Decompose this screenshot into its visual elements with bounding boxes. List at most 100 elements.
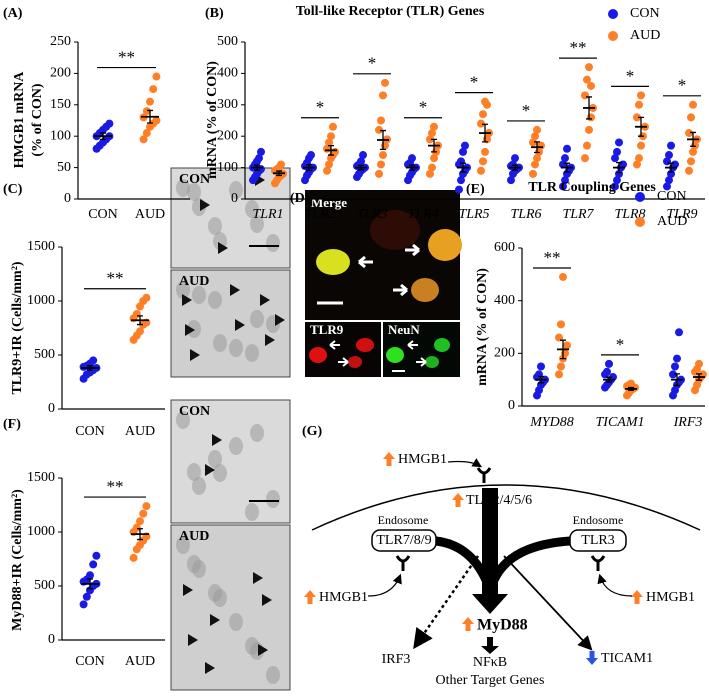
binding-arrow xyxy=(367,573,402,597)
legend-marker xyxy=(608,9,618,19)
y-tick-label: 1500 xyxy=(27,239,55,254)
data-point xyxy=(461,141,469,150)
image-label: TLR9 xyxy=(310,322,344,337)
cell xyxy=(208,584,222,602)
data-point xyxy=(149,85,158,94)
arrowhead xyxy=(230,284,240,296)
data-point xyxy=(673,354,681,363)
cell xyxy=(250,424,264,442)
cell xyxy=(187,555,201,573)
x-tick-label: TLR3 xyxy=(356,207,387,222)
data-point xyxy=(531,160,539,169)
x-tick-label: AUD xyxy=(135,207,165,222)
data-point xyxy=(615,138,623,147)
data-point xyxy=(92,551,101,560)
ligand-label: HMGB1 xyxy=(398,452,447,467)
arrow xyxy=(358,255,373,269)
arrowhead xyxy=(188,634,198,646)
data-point xyxy=(507,176,515,185)
y-axis-label: TLR9+IR (Cells/mm²) xyxy=(10,261,25,394)
data-point xyxy=(635,154,643,163)
y-tick-label: 0 xyxy=(231,191,238,206)
significance-label: ** xyxy=(107,477,124,496)
data-point xyxy=(381,78,389,87)
image-label: NeuN xyxy=(388,322,420,337)
x-tick-label: CON xyxy=(88,207,118,222)
data-point xyxy=(665,176,673,185)
data-point xyxy=(563,341,571,350)
y-tick-label: 1500 xyxy=(27,470,55,485)
cell xyxy=(266,666,280,684)
y-tick-label: 200 xyxy=(217,128,238,143)
y-tick-label: 600 xyxy=(494,240,515,255)
signal-head xyxy=(481,646,499,654)
panel-label: (G) xyxy=(302,424,323,439)
cell xyxy=(309,347,327,363)
data-point xyxy=(377,116,385,125)
significance-label: * xyxy=(626,66,635,85)
panel-label: (B) xyxy=(205,6,224,21)
data-point xyxy=(426,135,434,144)
binding-arrow xyxy=(447,458,483,468)
factor-label: NFκB xyxy=(473,655,507,670)
data-point xyxy=(136,517,144,526)
arrowhead xyxy=(218,242,228,254)
arrowhead xyxy=(260,294,270,306)
data-point xyxy=(557,320,565,329)
data-point xyxy=(613,147,621,156)
data-point xyxy=(479,110,487,119)
compartment-label: Endosome xyxy=(378,513,429,527)
data-point xyxy=(587,81,595,90)
cell xyxy=(229,181,243,199)
data-point xyxy=(426,169,434,178)
data-point xyxy=(408,154,416,163)
data-point xyxy=(142,129,151,138)
data-point xyxy=(255,154,263,163)
cell xyxy=(192,477,206,495)
cell xyxy=(428,229,462,261)
data-point xyxy=(89,560,98,569)
receptor-label: TLR7/8/9 xyxy=(376,533,431,548)
chart-title: Toll-like Receptor (TLR) Genes xyxy=(296,4,485,19)
data-point xyxy=(559,160,567,169)
gene-label: TICAM1 xyxy=(601,651,653,666)
x-tick-label: TLR1 xyxy=(252,207,283,222)
panel-label: (C) xyxy=(3,182,23,197)
data-point xyxy=(481,147,489,156)
y-tick-label: 0 xyxy=(48,632,55,647)
data-point xyxy=(325,138,333,147)
y-tick-label: 0 xyxy=(508,398,515,413)
y-tick-label: 100 xyxy=(50,128,71,143)
data-point xyxy=(611,182,619,191)
data-point xyxy=(79,600,88,609)
x-tick-label: IRF3 xyxy=(673,415,703,430)
data-point xyxy=(561,176,569,185)
irf3-arrow xyxy=(413,555,480,650)
cell xyxy=(386,347,404,363)
data-point xyxy=(142,502,151,511)
data-point xyxy=(430,154,438,163)
data-point xyxy=(89,356,98,365)
cell xyxy=(229,339,243,357)
y-tick-label: 300 xyxy=(217,97,238,112)
data-point xyxy=(430,122,438,131)
image-label: AUD xyxy=(179,529,209,544)
receptor-label: TLR3 xyxy=(581,533,614,548)
data-point xyxy=(477,119,485,128)
y-tick-label: 500 xyxy=(34,347,55,362)
arrow xyxy=(329,340,427,367)
cell xyxy=(176,281,190,299)
data-point xyxy=(457,176,465,185)
data-point xyxy=(557,362,565,371)
data-point xyxy=(615,169,623,178)
cell xyxy=(176,179,190,197)
data-point xyxy=(533,154,541,163)
y-tick-label: 200 xyxy=(494,346,515,361)
cell xyxy=(229,613,243,631)
data-point xyxy=(635,100,643,109)
receptor-label: TLR2/4/5/6 xyxy=(466,493,532,508)
data-point xyxy=(139,509,148,518)
data-point xyxy=(671,160,679,169)
y-axis-label: MyD88+IR (Cells/mm²) xyxy=(10,489,25,631)
cell xyxy=(245,200,259,218)
